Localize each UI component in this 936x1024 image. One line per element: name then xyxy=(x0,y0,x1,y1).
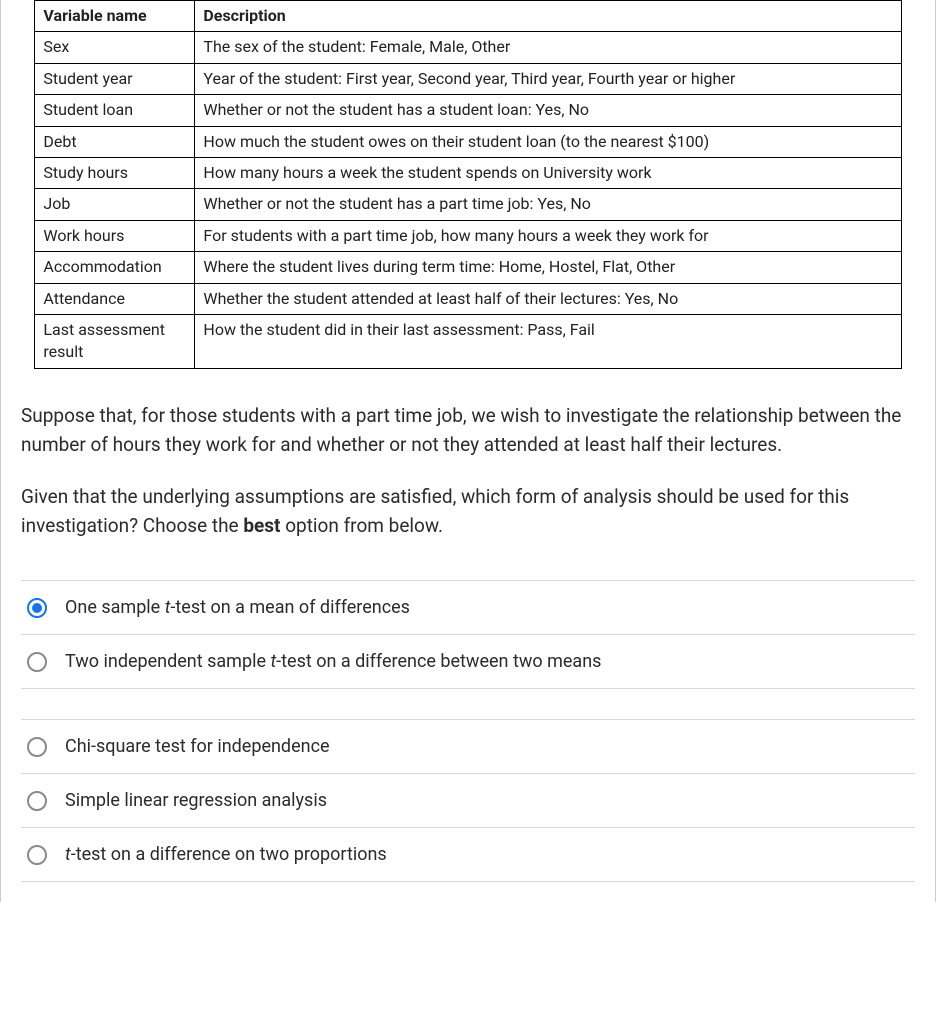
variable-name-cell: Student loan xyxy=(35,95,195,126)
answer-options: One sample t-test on a mean of differenc… xyxy=(21,580,915,882)
radio-button[interactable] xyxy=(27,598,47,618)
option-label: t-test on a difference on two proportion… xyxy=(65,844,387,865)
option-group: One sample t-test on a mean of differenc… xyxy=(21,580,915,689)
table-row: AttendanceWhether the student attended a… xyxy=(35,283,901,314)
variable-description-cell: Whether the student attended at least ha… xyxy=(195,283,901,314)
question-paragraph-2: Given that the underlying assumptions ar… xyxy=(21,482,915,541)
table-row: Study hoursHow many hours a week the stu… xyxy=(35,157,901,188)
radio-button[interactable] xyxy=(27,791,47,811)
variable-description-cell: How many hours a week the student spends… xyxy=(195,157,901,188)
table-row: Work hoursFor students with a part time … xyxy=(35,220,901,251)
table-row: DebtHow much the student owes on their s… xyxy=(35,126,901,157)
table-row: Last assessment resultHow the student di… xyxy=(35,314,901,368)
table-header-name: Variable name xyxy=(35,1,195,32)
answer-option[interactable]: Two independent sample t-test on a diffe… xyxy=(21,635,915,689)
table-row: Student loanWhether or not the student h… xyxy=(35,95,901,126)
radio-button[interactable] xyxy=(27,845,47,865)
variable-description-cell: Where the student lives during term time… xyxy=(195,252,901,283)
table-header-description: Description xyxy=(195,1,901,32)
variable-name-cell: Last assessment result xyxy=(35,314,195,368)
variable-name-cell: Job xyxy=(35,189,195,220)
variable-description-cell: For students with a part time job, how m… xyxy=(195,220,901,251)
variable-name-cell: Attendance xyxy=(35,283,195,314)
variable-description-cell: Year of the student: First year, Second … xyxy=(195,63,901,94)
variable-description-cell: The sex of the student: Female, Male, Ot… xyxy=(195,32,901,63)
variable-name-cell: Debt xyxy=(35,126,195,157)
option-label: Chi-square test for independence xyxy=(65,736,330,757)
variable-description-cell: Whether or not the student has a student… xyxy=(195,95,901,126)
option-group: Chi-square test for independence Simple l… xyxy=(21,719,915,882)
question-text: Suppose that, for those students with a … xyxy=(21,401,915,541)
variable-description-cell: Whether or not the student has a part ti… xyxy=(195,189,901,220)
option-label: One sample t-test on a mean of differenc… xyxy=(65,597,410,618)
table-row: JobWhether or not the student has a part… xyxy=(35,189,901,220)
answer-option[interactable]: Simple linear regression analysis xyxy=(21,774,915,828)
variable-name-cell: Accommodation xyxy=(35,252,195,283)
table-row: AccommodationWhere the student lives dur… xyxy=(35,252,901,283)
answer-option[interactable]: t-test on a difference on two proportion… xyxy=(21,828,915,882)
option-label: Simple linear regression analysis xyxy=(65,790,327,811)
variable-name-cell: Study hours xyxy=(35,157,195,188)
variable-name-cell: Work hours xyxy=(35,220,195,251)
option-label: Two independent sample t-test on a diffe… xyxy=(65,651,601,672)
variable-description-cell: How the student did in their last assess… xyxy=(195,314,901,368)
answer-option[interactable]: One sample t-test on a mean of differenc… xyxy=(21,581,915,635)
variable-name-cell: Student year xyxy=(35,63,195,94)
variables-table: Variable name Description SexThe sex of … xyxy=(34,0,901,369)
table-row: SexThe sex of the student: Female, Male,… xyxy=(35,32,901,63)
answer-option[interactable]: Chi-square test for independence xyxy=(21,720,915,774)
variable-description-cell: How much the student owes on their stude… xyxy=(195,126,901,157)
variable-name-cell: Sex xyxy=(35,32,195,63)
table-row: Student yearYear of the student: First y… xyxy=(35,63,901,94)
radio-button[interactable] xyxy=(27,652,47,672)
question-paragraph-1: Suppose that, for those students with a … xyxy=(21,401,915,460)
radio-button[interactable] xyxy=(27,737,47,757)
